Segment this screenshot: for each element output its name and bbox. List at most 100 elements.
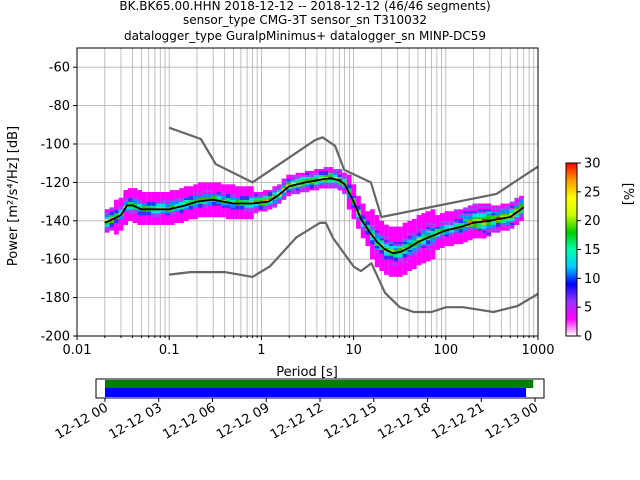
psd-cell: [249, 216, 254, 220]
psd-cell: [472, 215, 478, 218]
psd-cell: [165, 209, 170, 212]
psd-cell: [425, 215, 431, 218]
psd-cell: [239, 213, 245, 216]
psd-cell: [141, 222, 147, 225]
psd-cell: [421, 243, 426, 247]
psd-cell: [123, 190, 129, 193]
psd-cell: [109, 211, 115, 214]
psd-cell: [263, 199, 268, 202]
psd-cell: [216, 207, 222, 210]
psd-cell: [221, 184, 226, 187]
psd-cell: [197, 203, 203, 206]
psd-cell: [230, 199, 236, 202]
psd-cell: [155, 192, 161, 195]
psd-cell: [411, 259, 417, 262]
psd-cell: [337, 176, 343, 179]
time-tick-label: 12-12 18: [375, 400, 433, 442]
psd-cell: [388, 263, 394, 266]
psd-cell: [290, 176, 296, 179]
psd-cell: [146, 216, 152, 220]
psd-cell: [114, 218, 119, 222]
psd-cell: [425, 213, 431, 216]
psd-cell: [188, 192, 194, 195]
psd-cell: [356, 224, 361, 227]
psd-cell: [137, 218, 142, 222]
psd-cell: [151, 203, 156, 206]
psd-cell: [402, 230, 408, 233]
psd-cell: [183, 188, 189, 191]
psd-cell: [519, 203, 524, 206]
psd-cell: [244, 207, 250, 210]
psd-cell: [398, 270, 403, 273]
psd-cell: [225, 197, 231, 200]
psd-cell: [304, 186, 310, 189]
psd-cell: [346, 182, 352, 185]
psd-cell: [411, 234, 417, 237]
psd-cell: [253, 193, 259, 197]
psd-cell: [449, 243, 454, 247]
psd-cell: [360, 211, 366, 214]
psd-cell: [472, 216, 478, 220]
psd-cell: [388, 243, 394, 247]
psd-cell: [435, 245, 440, 248]
x-axis-ticks: 0.01 0.1 1 10 100 1000: [63, 336, 555, 358]
psd-cell: [346, 193, 352, 197]
psd-cell: [160, 201, 166, 204]
psd-cell: [346, 180, 352, 183]
psd-cell: [439, 226, 445, 229]
psd-cell: [388, 247, 394, 250]
psd-cell: [449, 211, 454, 214]
psd-cell: [500, 209, 506, 212]
colorbar-tick-label: 0: [584, 330, 592, 345]
psd-cell: [239, 195, 245, 199]
psd-cell: [509, 218, 515, 222]
psd-cell: [155, 222, 161, 225]
psd-cell: [370, 213, 375, 216]
psd-cell: [318, 184, 324, 187]
psd-cell: [109, 216, 115, 220]
psd-cell: [235, 209, 240, 212]
psd-cell: [128, 215, 133, 218]
psd-cell: [174, 193, 180, 197]
psd-cell: [421, 245, 426, 248]
psd-cell: [416, 228, 422, 231]
psd-cell: [425, 232, 431, 235]
psd-cell: [211, 207, 217, 210]
psd-cell: [444, 238, 450, 241]
y-axis-label: Power [m²/s⁴/Hz] [dB]: [6, 126, 21, 266]
psd-cell: [123, 209, 129, 212]
psd-cell: [337, 170, 343, 174]
psd-cell: [398, 264, 403, 268]
psd-cell: [384, 228, 389, 231]
psd-cell: [411, 255, 417, 258]
psd-cell: [304, 172, 310, 176]
psd-cell: [281, 178, 287, 181]
psd-cell: [141, 216, 147, 220]
psd-cell: [235, 197, 240, 200]
psd-cell: [151, 195, 156, 199]
psd-cell: [272, 203, 277, 206]
psd-cell: [267, 205, 273, 208]
psd-cell: [430, 236, 436, 239]
psd-cell: [123, 222, 129, 225]
psd-cell: [128, 193, 133, 197]
psd-cell: [109, 207, 115, 210]
psd-cell: [258, 195, 264, 199]
psd-cell: [374, 222, 380, 225]
psd-cell: [509, 201, 515, 204]
psd-cell: [472, 232, 478, 235]
psd-cell: [407, 263, 412, 266]
psd-cell: [160, 211, 166, 214]
psd-cell: [137, 211, 142, 214]
psd-cell: [188, 209, 194, 212]
psd-cell: [286, 178, 291, 181]
psd-cell: [258, 203, 264, 206]
psd-cell: [128, 216, 133, 220]
psd-cell: [249, 195, 254, 199]
chart-title-line3: datalogger_type GuralpMinimus+ datalogge…: [124, 29, 486, 43]
psd-cell: [114, 224, 119, 227]
psd-cell: [151, 201, 156, 204]
psd-segments-bar: [104, 388, 527, 397]
psd-cell: [514, 209, 520, 212]
psd-cell: [286, 182, 291, 185]
